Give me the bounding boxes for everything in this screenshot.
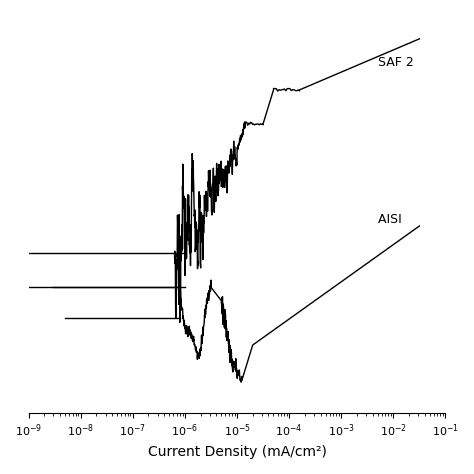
Text: AISI: AISI — [378, 213, 405, 226]
X-axis label: Current Density (mA/cm²): Current Density (mA/cm²) — [147, 445, 327, 459]
Text: SAF 2: SAF 2 — [378, 56, 413, 69]
